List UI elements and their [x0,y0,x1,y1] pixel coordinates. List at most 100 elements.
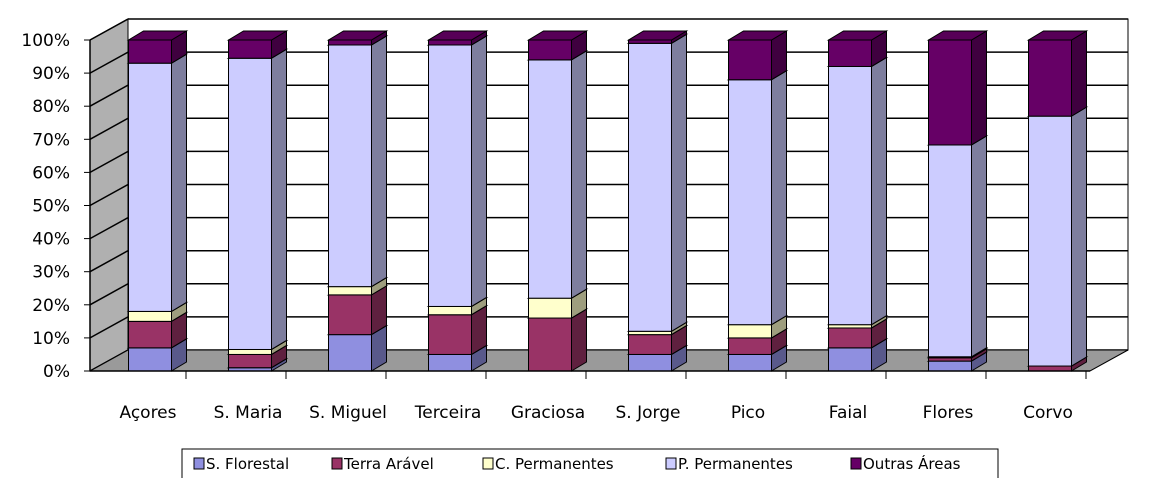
bar-graciosa [526,30,589,372]
x-tick-label-s-maria: S. Maria [214,403,283,423]
bar-segment-pico-p-permanentes [726,69,789,326]
y-tick-label-30: 30% [32,263,70,283]
gridline-depth [89,216,129,240]
bar-pico [726,30,789,372]
bar-segment-flores-p-permanentes-side [971,135,987,358]
bar-segment-graciosa-p-permanentes-front [528,59,572,299]
bar-segment-graciosa-c-permanentes-front [528,297,572,319]
bar-segment-s-maria-c-permanentes-front [228,348,272,355]
bar-segment-corvo-p-permanentes [1026,106,1089,367]
y-tick-label-80: 80% [32,97,70,117]
bar-segment-terceira-c-permanentes-front [428,305,472,316]
bar-segment-terceira-p-permanentes-front [428,44,472,307]
bar-segment-s-miguel-p-permanentes-front [328,44,372,288]
axis-lines [84,39,1090,379]
bar-segment-s-maria-outras-areas [226,30,289,60]
legend-item-c-permanentes: C. Permanentes [482,455,614,473]
bar-segment-s-miguel-terra-aravel-front [328,294,372,336]
bar-segment-s-jorge-outras-areas-top [626,30,689,41]
bar-segment-acores-outras-areas-top [126,30,189,41]
legend-item-p-permanentes: P. Permanentes [665,455,793,473]
x-tick-label-faial: Faial [829,403,868,423]
legend-swatch-c-permanentes [482,457,494,470]
gridline-depth [89,84,129,107]
bar-segment-terceira-s-florestal-front [428,353,472,372]
bar-segment-pico-p-permanentes-side [771,69,787,326]
bar-segment-graciosa-outras-areas-front [528,39,572,61]
x-tick-label-terceira: Terceira [414,403,482,423]
bar-acores [126,30,189,372]
bar-segment-corvo-outras-areas [1026,30,1089,118]
legend-swatch-s-florestal [193,457,205,470]
x-tick-label-pico: Pico [731,403,765,423]
bar-segment-corvo-outras-areas-front [1028,39,1072,117]
bar-segment-graciosa-outras-areas [526,30,589,61]
bar-segment-s-maria-p-permanentes [226,48,289,351]
bar-segment-flores-p-permanentes [926,135,989,358]
bar-segment-pico-outras-areas-front [728,39,772,81]
bar-segment-acores-s-florestal-front [128,347,172,372]
bar-segment-corvo-p-permanentes-side [1071,106,1087,367]
bar-s-jorge [626,30,689,372]
legend-box [181,448,999,478]
bar-segment-graciosa-p-permanentes-side [571,49,587,300]
gridline-depth [89,283,129,306]
legend-label-c-permanentes: C. Permanentes [495,455,614,473]
gridline-depth [89,117,129,140]
x-axis-category-labels: Açores S. Maria S. Miguel Terceira Graciosa S… [119,403,1072,423]
bar-segment-s-jorge-p-permanentes-front [628,42,672,332]
legend-item-outras-areas: Outras Áreas [850,454,961,473]
bar-segment-s-miguel-s-florestal-front [328,334,372,372]
bar-segment-faial-s-florestal-front [828,347,872,372]
legend: S. Florestal Terra Arável C. Permanentes P.… [181,448,999,478]
x-tick-label-flores: Flores [923,403,974,423]
legend-item-terra-aravel: Terra Arável [331,455,434,473]
bar-segment-s-miguel-outras-areas-front [328,39,372,46]
bar-segment-terceira-outras-areas-top [426,30,489,41]
legend-swatch-terra-aravel [331,457,343,470]
bar-segment-s-maria-terra-aravel-front [228,353,272,369]
bar-segment-s-miguel-c-permanentes-front [328,286,372,296]
bar-segment-pico-terra-aravel-front [728,337,772,355]
bar-segment-acores-outras-areas [126,30,189,65]
bar-segment-corvo-p-permanentes-front [1028,115,1072,367]
bar-segment-flores-outras-areas-top [926,30,989,41]
bar-segment-flores-p-permanentes-front [928,144,972,358]
bar-corvo [1026,30,1089,372]
bar-segment-faial-outras-areas-top [826,30,889,41]
bar-segment-terceira-p-permanentes [426,35,489,308]
bar-segment-graciosa-terra-aravel-side [571,308,587,372]
bar-segment-pico-c-permanentes-front [728,324,772,339]
bar-segment-terceira-outras-areas-front [428,39,472,46]
bar-segment-s-jorge-terra-aravel-front [628,334,672,355]
x-tick-label-corvo: Corvo [1023,403,1073,423]
y-tick-label-10: 10% [32,329,70,349]
bar-faial [826,30,889,372]
y-tick-label-50: 50% [32,197,70,217]
legend-item-s-florestal: S. Florestal [193,455,289,473]
bar-segment-faial-p-permanentes [826,56,889,326]
bar-segment-s-jorge-s-florestal-front [628,353,672,372]
bar-segment-corvo-outras-areas-top [1026,30,1089,41]
bar-s-maria [226,30,289,372]
gridline-depth [89,183,129,207]
legend-label-terra-aravel: Terra Arável [343,455,434,473]
bar-segment-pico-s-florestal-front [728,353,772,372]
bar-segment-s-maria-p-permanentes-front [228,57,272,350]
y-tick-label-70: 70% [32,130,70,150]
x-tick-label-acores: Açores [119,403,176,423]
bar-segment-graciosa-terra-aravel-front [528,317,572,372]
legend-label-p-permanentes: P. Permanentes [678,455,793,473]
bar-segment-faial-p-permanentes-front [828,65,872,326]
bar-segment-s-miguel-p-permanentes-side [371,35,387,288]
gridline-depth [89,316,129,339]
bar-flores [926,30,989,372]
bar-segment-s-miguel-outras-areas [326,30,389,46]
bar-segment-pico-p-permanentes-front [728,79,772,326]
bar-segment-acores-p-permanentes-side [171,53,187,313]
y-tick-label-90: 90% [32,64,70,84]
bar-segment-graciosa-p-permanentes [526,49,589,300]
gridline-depth [89,250,129,273]
